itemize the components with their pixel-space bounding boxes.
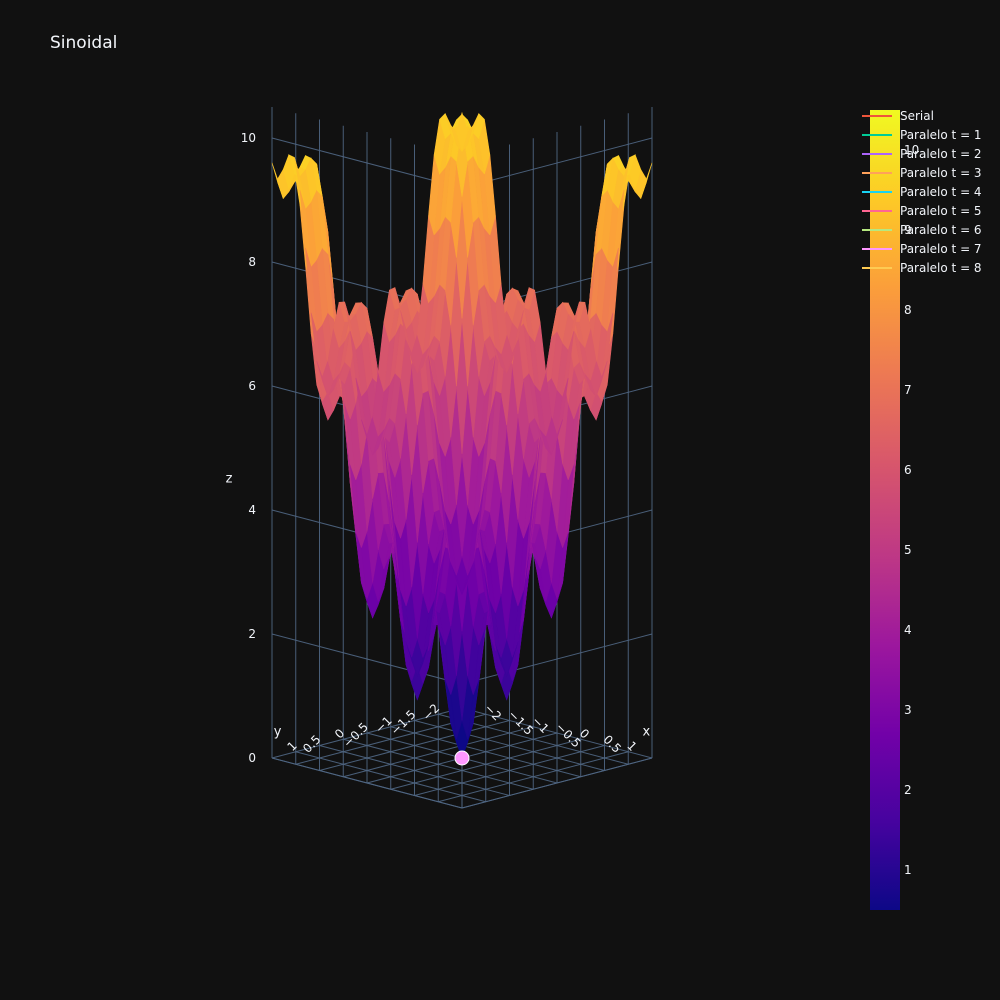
legend-item[interactable]: Serial [862,106,982,125]
legend-swatch [862,133,892,136]
colorbar-tick-label: 9 [904,223,912,237]
x-axis-label: x [643,725,651,740]
legend-label: Paralelo t = 6 [900,222,982,237]
surface-facet [456,111,468,153]
x-tick-label: −1 [529,714,551,736]
marker-point [454,750,470,766]
z-tick-label: 6 [248,379,256,393]
z-tick-label: 4 [248,503,256,517]
legend-item[interactable]: Paralelo t = 1 [862,125,982,144]
colorbar-tick-label: 2 [904,783,912,797]
legend-item[interactable]: Paralelo t = 4 [862,182,982,201]
legend-swatch [862,152,892,155]
legend-label: Serial [900,108,934,123]
origin-marker[interactable] [454,750,470,766]
legend-label: Paralelo t = 3 [900,165,982,180]
legend-label: Paralelo t = 2 [900,146,982,161]
legend-item[interactable]: Paralelo t = 6 [862,220,982,239]
legend-item[interactable]: Paralelo t = 2 [862,144,982,163]
y-tick-label: −2 [420,701,442,723]
colorbar-tick-label: 4 [904,623,912,637]
legend[interactable]: Serial Paralelo t = 1 Paralelo t = 2 Parale… [862,106,982,277]
z-tick-label: 10 [241,131,256,145]
colorbar [870,110,900,910]
colorbar-tick-label: 6 [904,463,912,477]
legend-label: Paralelo t = 7 [900,241,982,256]
y-axis-label: y [274,725,282,740]
legend-label: Paralelo t = 1 [900,127,982,142]
colorbar-tick-label: 3 [904,703,912,717]
legend-swatch [862,247,892,250]
z-tick-label: 0 [248,751,256,765]
legend-swatch [862,266,892,269]
legend-label: Paralelo t = 4 [900,184,982,199]
z-tick-label: 8 [248,255,256,269]
colorbar-tick-label: 7 [904,383,912,397]
legend-item[interactable]: Paralelo t = 5 [862,201,982,220]
colorbar-tick-label: 1 [904,863,912,877]
surface-mesh [271,111,653,760]
legend-swatch [862,190,892,193]
chart-title: Sinoidal [50,33,118,53]
colorbar-tick-label: 10 [904,143,920,157]
x-tick-label: −2 [482,701,504,723]
z-axis-label: z [226,472,233,487]
legend-swatch [862,228,892,231]
legend-swatch [862,171,892,174]
legend-swatch [862,209,892,212]
colorbar-tick-label: 8 [904,303,912,317]
legend-label: Paralelo t = 5 [900,203,982,218]
colorbar-tick-label: 5 [904,543,912,557]
z-tick-label: 2 [248,627,256,641]
legend-item[interactable]: Paralelo t = 8 [862,258,982,277]
legend-item[interactable]: Paralelo t = 7 [862,239,982,258]
legend-label: Paralelo t = 8 [900,260,982,275]
legend-swatch [862,114,892,117]
legend-item[interactable]: Paralelo t = 3 [862,163,982,182]
